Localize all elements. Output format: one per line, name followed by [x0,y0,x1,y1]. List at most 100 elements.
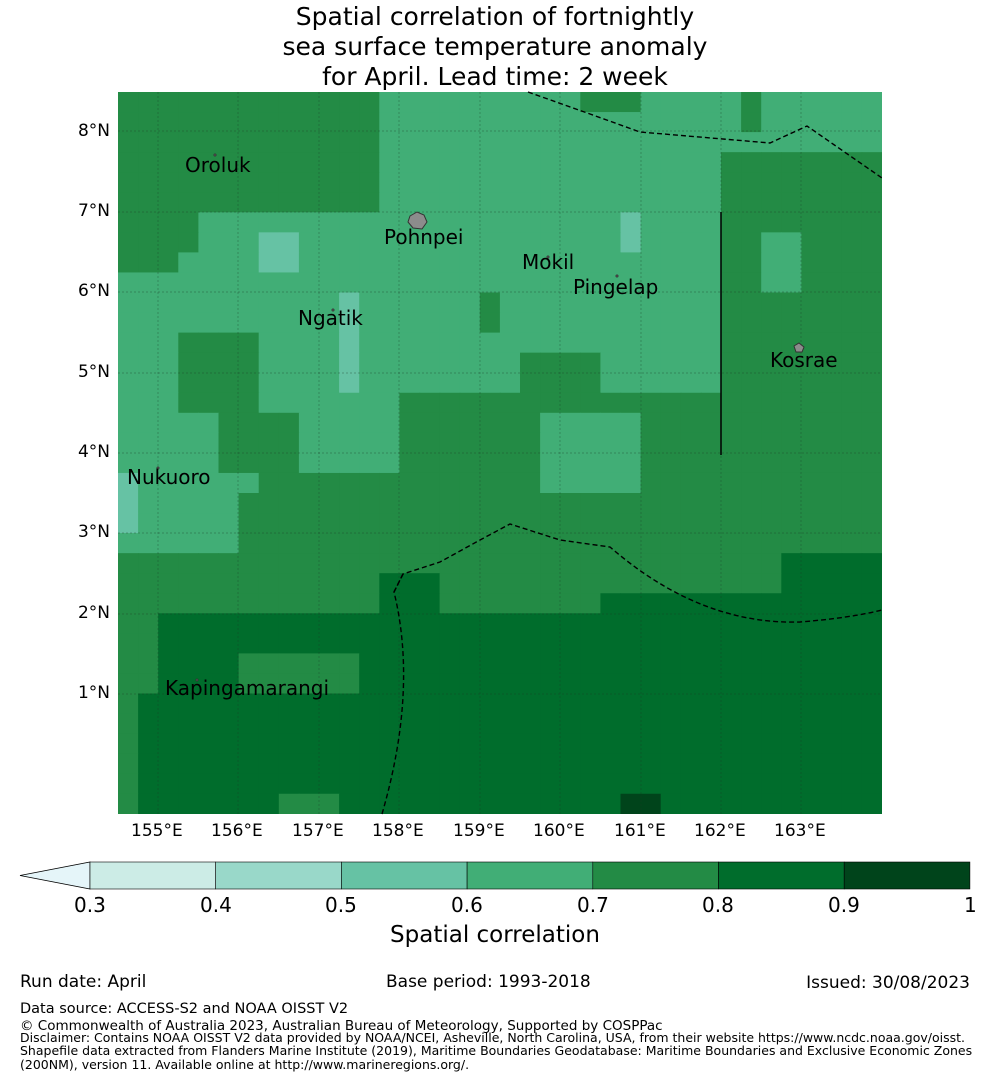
correlation-cell [580,392,601,414]
correlation-cell [861,633,882,654]
correlation-cell [499,533,521,554]
correlation-cell [359,653,380,675]
correlation-cell [319,252,340,274]
correlation-cell [861,693,882,715]
correlation-cell [439,92,461,113]
eez-boundary-south [393,523,883,623]
correlation-cell [198,773,220,795]
correlation-cell [339,432,360,454]
correlation-cell [520,573,541,594]
correlation-cell [138,212,159,233]
correlation-cell [158,452,179,474]
correlation-cell [600,673,622,695]
correlation-cell [198,392,220,414]
correlation-cell [640,573,662,594]
correlation-cell [118,472,139,494]
correlation-cell [600,733,622,755]
correlation-cell [580,292,601,314]
correlation-cell [580,132,601,153]
correlation-cell [178,112,199,133]
correlation-cell [479,452,501,474]
eez-boundaries [381,91,883,815]
correlation-cell [781,232,802,253]
correlation-cell [600,312,622,334]
correlation-cell [560,412,581,434]
correlation-cell [379,232,400,253]
correlation-cell [258,733,280,755]
correlation-cell [499,713,521,735]
correlation-cell [359,472,380,494]
correlation-cell [298,232,320,253]
lat-tick-3n: 3°N [77,522,110,542]
correlation-cell [278,272,300,294]
correlation-cell [439,513,461,534]
correlation-cell [359,312,380,334]
correlation-cell [298,252,320,274]
correlation-cell [118,292,139,314]
correlation-cell [600,292,622,314]
correlation-cell [781,432,802,454]
correlation-cell [781,312,802,334]
correlation-cell [359,773,380,795]
correlation-cell [781,412,802,434]
correlation-cell [580,472,601,494]
correlation-cell [439,633,461,654]
correlation-cell [379,533,400,554]
correlation-cell [178,693,199,715]
correlation-cell [118,573,139,594]
correlation-cell [821,92,843,113]
correlation-cell [801,773,823,795]
correlation-cell [319,212,340,233]
correlation-cell [499,693,521,715]
correlation-cell [399,773,421,795]
correlation-cell [600,653,622,675]
correlation-cell [238,493,260,514]
oroluk-island [213,153,217,157]
correlation-cell [620,653,642,675]
correlation-cell [278,472,300,494]
correlation-cell [660,412,682,434]
correlation-cell [560,472,581,494]
correlation-cell [700,352,722,374]
correlation-cell [861,573,882,594]
correlation-cell [459,613,481,634]
correlation-cell [660,332,682,354]
correlation-cell [520,432,541,454]
correlation-cell [218,452,240,474]
correlation-cell [218,172,240,193]
correlation-cell [861,252,882,274]
correlation-cell [379,493,400,514]
correlation-cell [540,493,561,514]
correlation-cell [821,172,843,193]
correlation-cell [660,112,682,133]
correlation-cell [560,252,581,274]
nukuoro-island [156,466,160,470]
correlation-cell [499,633,521,654]
correlation-cell [198,132,220,153]
correlation-cell [680,312,702,334]
correlation-cell [339,392,360,414]
correlation-cell [298,112,320,133]
correlation-cell [319,773,340,795]
correlation-cell [399,573,421,594]
correlation-cell [721,793,742,814]
correlation-cell [721,232,742,253]
correlation-cell [278,372,300,394]
correlation-cell [640,793,662,814]
correlation-cell [861,493,882,514]
correlation-cell [660,793,682,814]
correlation-cell [298,152,320,173]
correlation-cell [158,733,179,755]
correlation-cell [439,653,461,675]
correlation-cell [861,432,882,454]
correlation-cell [278,252,300,274]
correlation-cell [560,773,581,795]
correlation-cell [721,553,742,574]
correlation-cell [118,653,139,675]
correlation-cell [278,392,300,414]
correlation-cell [580,673,601,695]
correlation-cell [118,553,139,574]
correlation-cell [540,753,561,775]
correlation-cell [801,212,823,233]
lat-tick-2n: 2°N [77,603,110,623]
